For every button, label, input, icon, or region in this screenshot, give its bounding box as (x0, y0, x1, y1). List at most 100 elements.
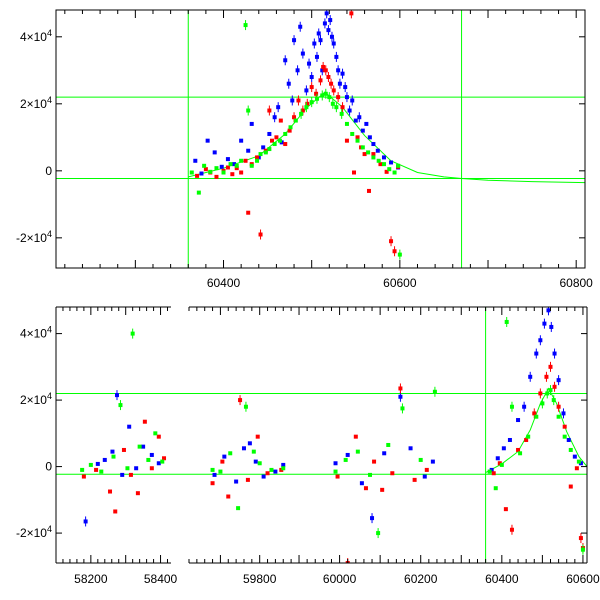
data-point (396, 163, 401, 168)
data-point (247, 441, 252, 446)
data-point (273, 469, 278, 474)
data-point (566, 437, 571, 442)
data-point (234, 163, 239, 168)
x-tick-label: 60600 (383, 276, 417, 290)
data-point (251, 449, 256, 454)
data-point (193, 158, 198, 163)
data-point (195, 173, 200, 178)
data-point (562, 434, 567, 439)
x-tick-label: 58400 (144, 572, 178, 586)
y-tick-label: 2×104 (20, 391, 52, 407)
data-point (499, 462, 504, 467)
data-point (149, 452, 154, 457)
data-point (257, 461, 262, 466)
data-point (574, 466, 579, 471)
data-point (196, 190, 201, 195)
data-point (516, 447, 521, 452)
data-point (424, 467, 429, 472)
data-point (392, 170, 397, 175)
data-point (568, 447, 573, 452)
data-point (202, 163, 207, 168)
data-point (265, 471, 270, 476)
data-point (272, 142, 277, 147)
data-point (418, 457, 423, 462)
data-point (381, 162, 386, 167)
data-point (110, 449, 115, 454)
data-point (376, 158, 381, 163)
data-point (220, 459, 225, 464)
data-point (363, 486, 368, 491)
data-point (153, 431, 158, 436)
data-point (489, 467, 494, 472)
data-point (236, 506, 241, 511)
data-point (94, 467, 99, 472)
data-point (228, 451, 233, 456)
data-point (335, 474, 340, 479)
data-point (99, 469, 104, 474)
data-point (389, 160, 394, 165)
data-point (234, 479, 239, 484)
data-point (120, 472, 125, 477)
data-point (137, 444, 142, 449)
data-point (249, 163, 254, 168)
x-tick-label: 60400 (485, 572, 519, 586)
data-point (287, 128, 292, 133)
data-point (218, 469, 223, 474)
data-point (241, 446, 246, 451)
data-point (491, 471, 496, 476)
data-point (345, 452, 350, 457)
data-point (127, 424, 132, 429)
data-point (375, 148, 380, 153)
data-point (274, 135, 279, 140)
data-point (277, 138, 282, 143)
data-point (261, 474, 266, 479)
data-point (353, 118, 358, 123)
data-point (371, 152, 376, 157)
data-point (205, 138, 210, 143)
data-point (267, 131, 272, 136)
data-point (80, 467, 85, 472)
data-point (380, 487, 385, 492)
data-point (81, 474, 86, 479)
data-point (228, 162, 233, 167)
y-tick-label: -2×104 (16, 229, 52, 245)
data-point (255, 155, 260, 160)
bottom-panel: 58200 58400 59800 60000 60200 60400 60600 4×104… (16, 306, 600, 586)
data-point (507, 437, 512, 442)
data-point (578, 461, 583, 466)
y-tick-label: 2×104 (20, 95, 52, 111)
top-panel: 60400 60600 60800 4×104 2×104 0 -2×104 (16, 9, 593, 290)
data-point (214, 166, 219, 171)
y-tick-label: 0 (45, 164, 52, 178)
data-point (258, 152, 263, 157)
data-point (576, 459, 581, 464)
data-point (281, 462, 286, 467)
data-point (524, 437, 529, 442)
data-point (371, 155, 376, 160)
data-point (95, 461, 100, 466)
data-point (367, 135, 372, 140)
data-point (412, 477, 417, 482)
data-point (278, 118, 283, 123)
data-point (210, 481, 215, 486)
plot-frame (55, 9, 586, 269)
y-tick-label: 0 (45, 460, 52, 474)
data-point (121, 447, 126, 452)
data-point (125, 466, 130, 471)
data-point (270, 138, 275, 143)
y-tick-label: 4×104 (20, 28, 52, 44)
data-point (261, 145, 266, 150)
data-point (225, 165, 230, 170)
data-point (333, 469, 338, 474)
data-point (246, 210, 251, 215)
x-tick-label: 58200 (74, 572, 108, 586)
data-point (344, 121, 349, 126)
data-point (364, 121, 369, 126)
data-point (366, 150, 371, 155)
data-point (134, 466, 139, 471)
data-point (128, 472, 133, 477)
data-point (267, 147, 272, 152)
data-point (162, 456, 167, 461)
data-point (422, 474, 427, 479)
data-point (102, 457, 107, 462)
